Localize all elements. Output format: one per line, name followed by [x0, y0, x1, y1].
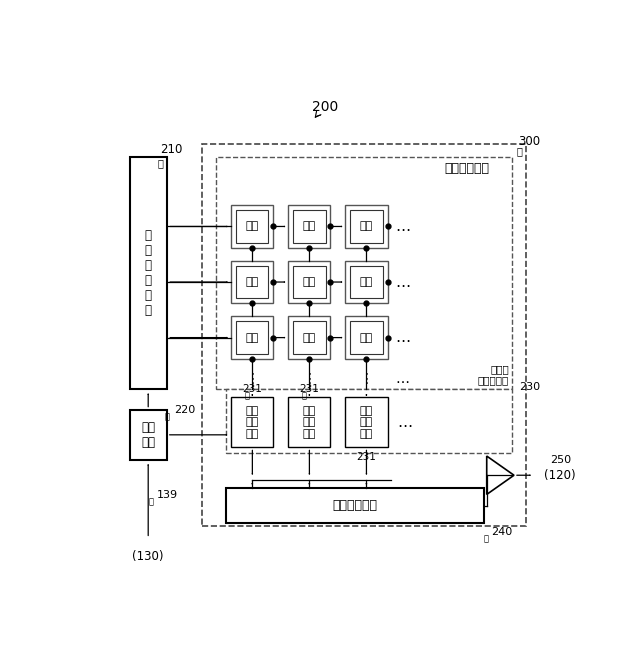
Bar — [293, 266, 326, 298]
Text: ⋮: ⋮ — [245, 372, 259, 386]
Text: 画素: 画素 — [303, 277, 316, 287]
Text: 〜: 〜 — [516, 146, 522, 156]
Text: 制御
回路: 制御 回路 — [141, 421, 155, 449]
Bar — [236, 321, 269, 354]
Bar — [231, 205, 273, 248]
Text: 画素: 画素 — [246, 333, 259, 342]
Bar — [288, 316, 330, 359]
Text: 画素: 画素 — [360, 222, 373, 232]
Text: 〜: 〜 — [148, 497, 154, 506]
Bar — [129, 157, 167, 390]
Bar — [288, 260, 330, 304]
Text: 画素: 画素 — [360, 277, 373, 287]
Text: 231: 231 — [300, 384, 319, 394]
Text: 300: 300 — [518, 135, 540, 148]
Text: 信号
処理
回路: 信号 処理 回路 — [360, 405, 373, 439]
Text: (120): (120) — [544, 469, 575, 482]
Text: 水平駆動回路: 水平駆動回路 — [333, 499, 378, 512]
Bar — [231, 316, 273, 359]
Text: 200: 200 — [312, 100, 339, 113]
Polygon shape — [486, 456, 514, 495]
Bar — [227, 488, 484, 523]
Text: …: … — [397, 415, 412, 430]
Bar — [236, 266, 269, 298]
Bar — [288, 397, 330, 447]
Text: カラム
信号処理部: カラム 信号処理部 — [478, 363, 509, 385]
Text: 画素アレイ部: 画素アレイ部 — [444, 161, 490, 174]
Bar — [350, 321, 383, 354]
Bar — [231, 260, 273, 304]
Bar — [346, 260, 388, 304]
Bar — [350, 266, 383, 298]
Text: 画素: 画素 — [246, 222, 259, 232]
Bar — [216, 157, 511, 390]
Bar — [346, 205, 388, 248]
Text: ⋮: ⋮ — [360, 372, 373, 386]
Bar — [231, 397, 273, 447]
Text: 〜: 〜 — [158, 159, 164, 169]
Text: 240: 240 — [491, 527, 512, 537]
Bar — [227, 390, 511, 453]
Bar — [350, 210, 383, 243]
Text: …: … — [395, 274, 410, 289]
Bar — [293, 210, 326, 243]
Text: ⋮: ⋮ — [303, 372, 316, 386]
Text: 〜: 〜 — [483, 534, 488, 543]
Text: …: … — [395, 219, 410, 234]
Text: …: … — [395, 330, 410, 345]
Text: 220: 220 — [174, 405, 195, 415]
Text: …: … — [396, 372, 410, 386]
Text: 〜: 〜 — [302, 391, 307, 400]
Text: 画素: 画素 — [303, 222, 316, 232]
Text: 231: 231 — [243, 384, 262, 394]
Bar — [288, 205, 330, 248]
Text: 〜: 〜 — [245, 391, 250, 400]
Bar — [346, 316, 388, 359]
Text: 〜: 〜 — [164, 413, 170, 422]
Bar — [236, 210, 269, 243]
Text: 信号
処理
回路: 信号 処理 回路 — [246, 405, 259, 439]
Bar — [293, 321, 326, 354]
Bar — [202, 144, 526, 525]
Text: 画素: 画素 — [360, 333, 373, 342]
Text: 信号
処理
回路: 信号 処理 回路 — [303, 405, 316, 439]
Text: 210: 210 — [161, 143, 183, 156]
Text: 231: 231 — [356, 451, 376, 462]
Bar — [129, 409, 167, 460]
Text: 139: 139 — [157, 491, 178, 501]
Text: (130): (130) — [132, 550, 164, 563]
Text: 250: 250 — [550, 455, 572, 465]
Text: 230: 230 — [519, 382, 540, 392]
Text: 画素: 画素 — [246, 277, 259, 287]
Text: 画素: 画素 — [303, 333, 316, 342]
Bar — [346, 397, 388, 447]
Text: 垂
直
駆
動
回
路: 垂 直 駆 動 回 路 — [145, 229, 152, 318]
